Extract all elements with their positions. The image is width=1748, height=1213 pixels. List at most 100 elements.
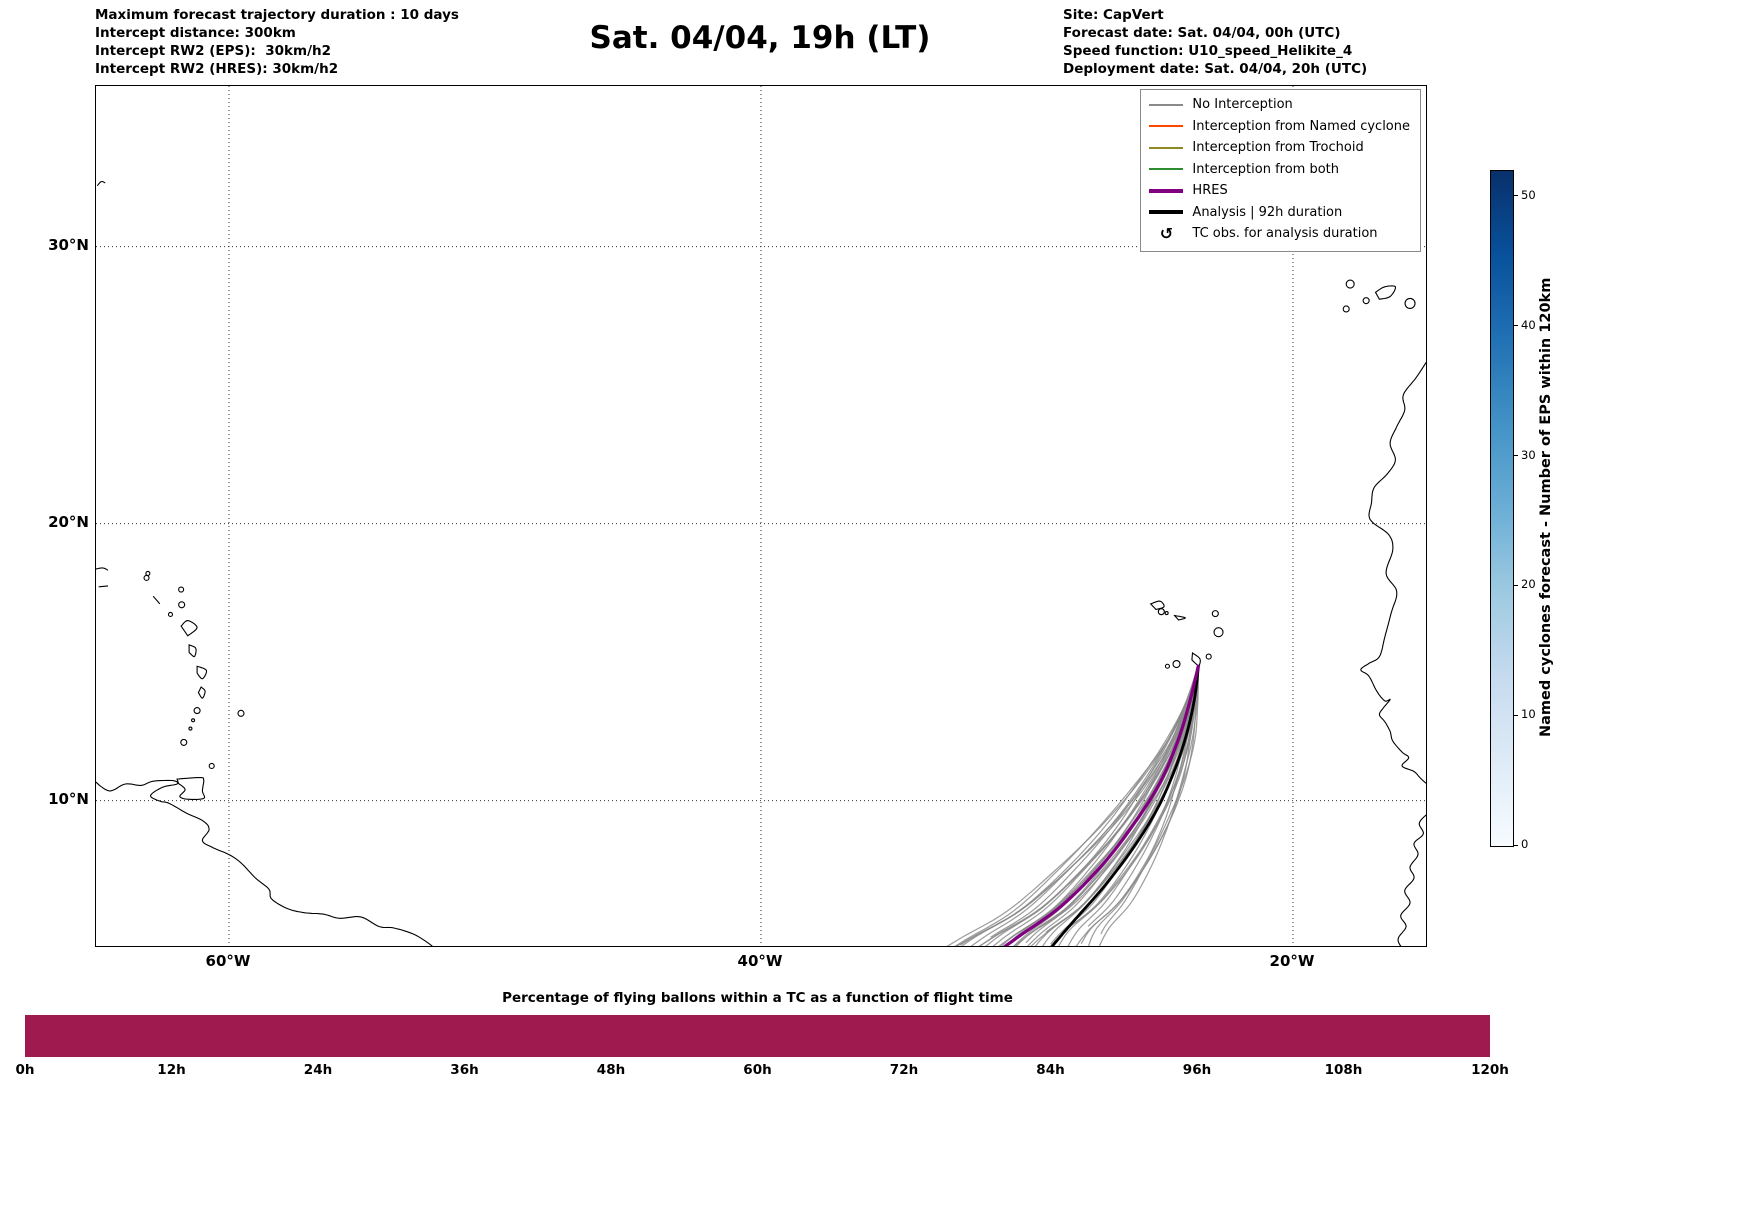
- colorbar-tickmark: [1513, 325, 1518, 327]
- legend-line-sample: [1149, 103, 1184, 106]
- legend-item-label: HRES: [1192, 183, 1228, 199]
- time-tick-label: 48h: [596, 1062, 626, 1078]
- legend-line-swatch: [1149, 125, 1184, 128]
- coastline-trinidad: [176, 777, 206, 800]
- analysis-trajectory: [1050, 664, 1200, 946]
- coastline-martinique: [196, 665, 208, 680]
- island-fogo: [1172, 659, 1181, 669]
- coastline-africa-west-coast: [1360, 361, 1426, 784]
- rotation-arrow-icon: ↺: [1159, 223, 1174, 243]
- island-brava: [1164, 663, 1170, 669]
- island-gran-canaria: [1404, 297, 1416, 309]
- lon-tick-label: 40°W: [737, 952, 783, 970]
- lat-tick-label: 10°N: [48, 789, 89, 808]
- time-tick-label: 60h: [743, 1062, 772, 1078]
- lat-tick-label: 30°N: [48, 235, 89, 254]
- ensemble-trajectory: [1030, 664, 1200, 946]
- ensemble-trajectory: [1013, 664, 1200, 946]
- header-line: Speed function: U10_speed_Helikite_4: [1063, 43, 1353, 60]
- tc-obs-symbol: ↺: [1149, 223, 1183, 243]
- coastline-st-croix: [98, 585, 109, 588]
- colorbar-tick-label: 30: [1521, 447, 1536, 462]
- lon-tick-label: 60°W: [205, 952, 251, 970]
- time-tick-label: 36h: [450, 1062, 479, 1078]
- map-axes: No Interception Interception from Named c…: [95, 85, 1427, 947]
- colorbar-tick-label: 40: [1521, 317, 1536, 332]
- coastline-africa-coast-south: [1397, 814, 1426, 946]
- site-info-block: Site: CapVert Forecast date: Sat. 04/04, …: [1063, 6, 1367, 78]
- colorbar-tick-label: 50: [1521, 187, 1536, 202]
- legend-line-sample: [1149, 188, 1184, 193]
- legend-item-label: Analysis | 92h duration: [1192, 204, 1343, 220]
- island-montserrat: [167, 611, 174, 618]
- legend-line-sample: [1149, 168, 1184, 171]
- ensemble-trajectory: [959, 664, 1200, 946]
- legend-item-label: Interception from both: [1192, 161, 1340, 177]
- ensemble-trajectory: [990, 664, 1200, 938]
- time-tick-label: 96h: [1182, 1062, 1212, 1078]
- legend-line-swatch: [1149, 168, 1184, 171]
- island-santa-luzia: [1164, 611, 1169, 616]
- ensemble-trajectory: [978, 664, 1200, 946]
- time-tick-label: 0h: [15, 1062, 35, 1078]
- coastline-santo-antao: [1149, 600, 1165, 611]
- colorbar-tick-label: 20: [1521, 577, 1536, 592]
- island-grenadines-2: [188, 726, 193, 731]
- island-la-palma: [1345, 279, 1355, 289]
- colorbar-tickmark: [1513, 844, 1518, 846]
- legend-line-sample: [1149, 146, 1184, 149]
- bottom-chart-title: Percentage of flying ballons within a TC…: [502, 990, 1013, 1006]
- island-tobago: [208, 762, 215, 770]
- header-line: Maximum forecast trajectory duration : 1…: [95, 7, 459, 23]
- figure-title: Sat. 04/04, 19h (LT): [589, 20, 931, 56]
- legend-item: Interception from both: [1149, 159, 1410, 181]
- coastline-santiago: [1191, 652, 1201, 666]
- colorbar-gradient: [1490, 170, 1514, 847]
- legend-line-swatch: [1149, 146, 1184, 149]
- coastline-virgin-islands: [96, 567, 109, 571]
- island-sal: [1211, 610, 1219, 618]
- header-line: Forecast date: Sat. 04/04, 00h (UTC): [1063, 25, 1341, 42]
- colorbar-tickmark: [1513, 195, 1518, 197]
- island-antigua: [178, 601, 186, 609]
- island-st-martin: [143, 574, 150, 581]
- time-tick-label: 120h: [1471, 1062, 1509, 1078]
- legend-item-label: TC obs. for analysis duration: [1192, 226, 1378, 242]
- ensemble-trajectory: [1025, 664, 1200, 944]
- island-st-vincent: [193, 707, 201, 715]
- map-canvas: [96, 86, 1426, 946]
- legend-item: HRES: [1149, 180, 1410, 202]
- legend-line-swatch: [1149, 210, 1184, 215]
- colorbar-tickmark: [1513, 455, 1518, 457]
- island-grenadines-1: [191, 718, 196, 723]
- legend-item-label: No Interception: [1192, 97, 1293, 113]
- legend-line-sample: [1149, 210, 1184, 215]
- ensemble-trajectory: [1087, 664, 1200, 927]
- header-line: Deployment date: Sat. 04/04, 20h (UTC): [1063, 61, 1368, 78]
- island-barbados: [237, 709, 245, 717]
- coastline-sao-nicolau: [1173, 614, 1186, 621]
- legend-item: Interception from Trochoid: [1149, 137, 1410, 159]
- time-tick-label: 12h: [157, 1062, 186, 1078]
- header-line: Intercept RW2 (HRES): 30km/h2: [95, 61, 339, 78]
- header-line: Intercept distance: 300km: [95, 25, 296, 42]
- legend-item: No Interception: [1149, 94, 1410, 116]
- colorbar-tick-label: 10: [1521, 707, 1536, 722]
- legend-item: Interception from Named cyclone: [1149, 116, 1410, 138]
- coastline-dominica: [188, 644, 197, 658]
- header-line: Intercept RW2 (EPS): 30km/h2: [95, 43, 331, 60]
- time-tick-label: 84h: [1036, 1062, 1065, 1078]
- coastline-bermuda: [96, 180, 106, 187]
- coastline-st-lucia: [197, 686, 206, 699]
- colorbar-tickmark: [1513, 714, 1518, 716]
- legend-item-label: Interception from Named cyclone: [1192, 118, 1410, 134]
- legend-line-swatch: [1149, 103, 1184, 106]
- legend-item-label: Interception from Trochoid: [1192, 140, 1364, 156]
- legend-line-sample: [1149, 125, 1184, 128]
- island-el-hierro: [1342, 305, 1350, 313]
- coastline-st-kitts-nevis: [152, 595, 161, 605]
- legend-item: ↺ TC obs. for analysis duration: [1149, 223, 1410, 245]
- time-tick-label: 24h: [303, 1062, 333, 1078]
- ensemble-trajectory: [1098, 664, 1200, 946]
